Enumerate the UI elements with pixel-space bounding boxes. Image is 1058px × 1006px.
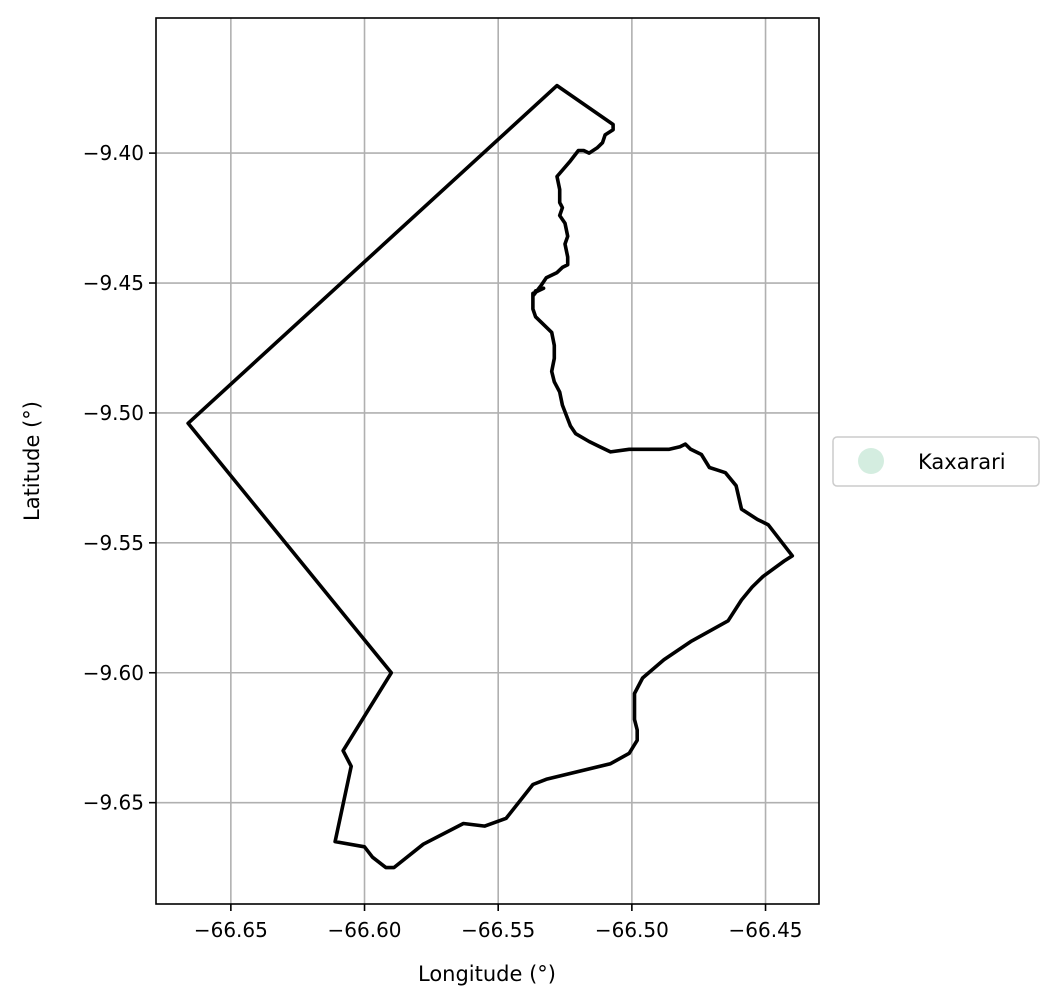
x-tick-label: −66.60 [328,918,402,942]
map-boundary [186,83,795,870]
legend: Kaxarari [832,436,1040,487]
legend-box [832,436,1040,487]
axis-ticks: −66.65 −66.60 −66.55 −66.50 −66.45 −9.40 −9.45… [83,141,803,942]
x-tick-label: −66.65 [194,918,268,942]
y-axis-label: Latitude (°) [20,401,44,521]
y-tick-label: −9.55 [83,531,144,555]
legend-marker-kaxarari [858,448,884,474]
y-tick-label: −9.40 [83,141,144,165]
plot-frame [155,17,820,905]
x-tick-label: −66.55 [461,918,535,942]
y-tick-label: −9.50 [83,401,144,425]
y-tick-label: −9.45 [83,271,144,295]
x-axis-label: Longitude (°) [418,962,556,986]
y-tick-label: −9.60 [83,661,144,685]
x-tick-label: −66.50 [595,918,669,942]
kaxarari-boundary-line [186,83,795,870]
x-tick-label: −66.45 [729,918,803,942]
y-tick-label: −9.65 [83,791,144,815]
legend-label-kaxarari: Kaxarari [918,450,1006,474]
gridlines [156,18,819,904]
